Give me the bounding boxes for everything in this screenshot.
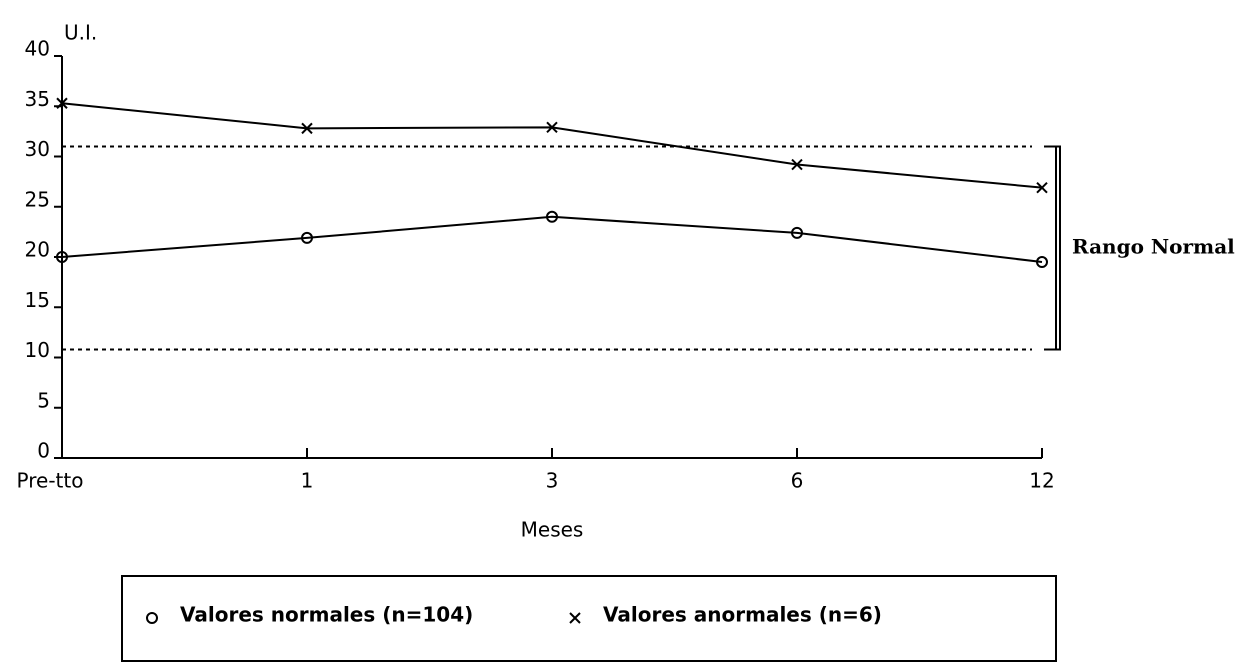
y-tick-label: 35 <box>25 87 50 111</box>
x-tick-label: 3 <box>546 469 559 493</box>
y-tick-label: 40 <box>25 37 50 61</box>
data-point <box>301 231 313 244</box>
y-tick-label: 15 <box>25 288 50 312</box>
legend-symbol <box>569 612 581 624</box>
data-point <box>791 158 803 171</box>
y-axis-label: U.I. <box>64 21 97 45</box>
x-tick-label: Pre-tto <box>17 469 84 493</box>
data-point <box>546 210 558 223</box>
legend-label: Valores normales (n=104) <box>180 603 473 627</box>
y-tick-label: 30 <box>25 137 50 161</box>
data-point <box>546 121 558 134</box>
x-axis-label: Meses <box>521 518 584 542</box>
x-tick-label: 1 <box>301 469 314 493</box>
data-point <box>1036 256 1048 269</box>
range-label: Rango Normal <box>1072 234 1235 258</box>
data-point <box>1036 181 1048 194</box>
data-point <box>791 226 803 239</box>
x-tick-label: 6 <box>791 469 804 493</box>
y-tick-label: 5 <box>37 388 50 412</box>
data-point <box>56 251 68 263</box>
y-tick-label: 10 <box>25 338 50 362</box>
legend-label: Valores anormales (n=6) <box>603 603 882 627</box>
series-line <box>61 215 1043 264</box>
y-tick-label: 25 <box>25 187 50 211</box>
x-tick-label: 12 <box>1029 469 1054 493</box>
range-bracket <box>1044 145 1061 351</box>
y-tick-label: 20 <box>25 238 50 262</box>
data-point <box>56 97 68 109</box>
series-line <box>61 102 1043 189</box>
legend-symbol <box>146 612 158 624</box>
data-point <box>301 122 313 135</box>
legend-box <box>121 575 1057 662</box>
y-tick-label: 0 <box>37 439 50 463</box>
